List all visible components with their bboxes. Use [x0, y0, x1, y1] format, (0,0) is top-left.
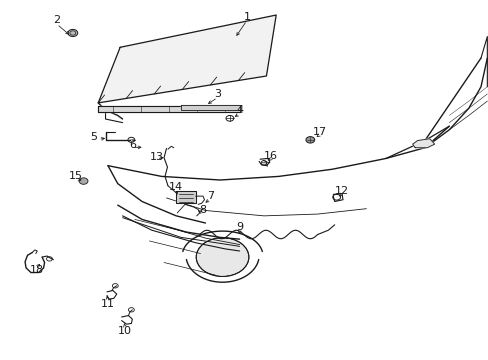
- Text: 13: 13: [149, 152, 163, 162]
- Text: 5: 5: [90, 132, 97, 142]
- Text: 17: 17: [312, 127, 326, 136]
- Circle shape: [68, 30, 78, 37]
- Text: 16: 16: [264, 150, 278, 161]
- Text: 18: 18: [30, 265, 44, 275]
- Circle shape: [79, 178, 88, 184]
- Text: 9: 9: [236, 222, 243, 231]
- Text: 12: 12: [334, 186, 348, 196]
- Text: 11: 11: [101, 299, 115, 309]
- Text: 10: 10: [118, 325, 132, 336]
- Circle shape: [196, 238, 248, 276]
- Text: 1: 1: [243, 12, 250, 22]
- Text: 6: 6: [128, 140, 136, 150]
- Text: 15: 15: [69, 171, 83, 181]
- Polygon shape: [98, 107, 239, 112]
- Polygon shape: [98, 15, 276, 103]
- Text: 3: 3: [214, 89, 221, 99]
- Text: 2: 2: [53, 15, 60, 26]
- Polygon shape: [176, 191, 195, 203]
- Text: 7: 7: [206, 191, 213, 201]
- Text: 14: 14: [169, 182, 183, 192]
- Polygon shape: [412, 139, 434, 148]
- Text: 8: 8: [199, 206, 206, 216]
- Polygon shape: [181, 105, 239, 110]
- Circle shape: [305, 136, 314, 143]
- Text: 4: 4: [236, 105, 243, 115]
